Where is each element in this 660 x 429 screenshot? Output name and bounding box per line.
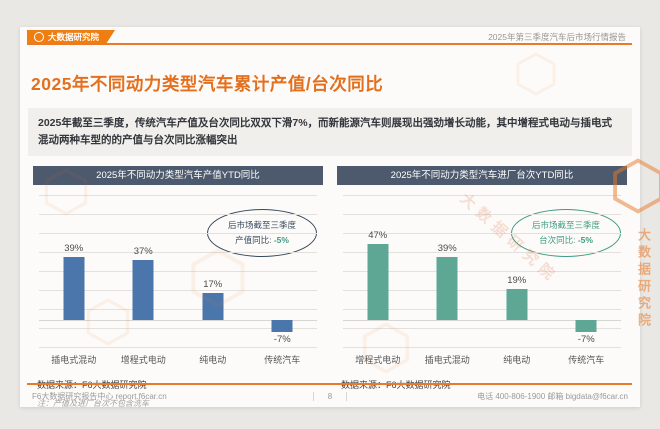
plot-area: 后市场截至三季度 台次同比: -5% 47% 39% 19% -7% xyxy=(343,194,621,348)
gridline xyxy=(39,308,317,310)
chart-title: 2025年不同动力类型汽车产值YTD同比 xyxy=(33,165,323,185)
page-title: 2025年不同动力类型汽车累计产值/台次同比 xyxy=(31,74,384,94)
annotation-value: -5% xyxy=(273,235,289,246)
annotation-line1: 后市场截至三季度 xyxy=(227,220,296,231)
page-number: 8 xyxy=(312,392,348,401)
gridline xyxy=(39,194,317,196)
category-label: 纯电动 xyxy=(503,354,531,365)
gridline xyxy=(39,232,317,234)
gridline xyxy=(343,232,621,234)
category-axis: 插电式混动 增程式电动 纯电动 传统汽车 xyxy=(39,353,317,366)
gridline xyxy=(343,194,621,196)
chart-panel-workshop-visits: 2025年不同动力类型汽车进厂台次YTD同比 后市场截至三季度 台次同比: -5… xyxy=(337,165,627,409)
footer-contact: 电话 400-806-1900 邮箱 bigdata@f6car.cn xyxy=(477,392,629,401)
plot-area: 后市场截至三季度 产值同比: -5% 39% 37% 17% -7% xyxy=(39,194,317,348)
slide-header: 大数据研究院 2025年第三季度汽车后市场行情报告 xyxy=(20,27,640,45)
category-label: 传统汽车 xyxy=(264,354,301,365)
gridline xyxy=(39,346,317,348)
value-label: 39% xyxy=(437,242,457,254)
chart-panel-production-value: 2025年不同动力类型汽车产值YTD同比 后市场截至三季度 产值同比: -5% … xyxy=(33,165,323,409)
bar-传统汽车 xyxy=(575,320,597,332)
slide-card: 大数据研究院 2025年第三季度汽车后市场行情报告 2025年不同动力类型汽车累… xyxy=(20,27,640,409)
gridline xyxy=(39,289,317,291)
value-label: 17% xyxy=(203,278,223,290)
footer-publisher: F6大数据研究报告中心 report.f6car.cn xyxy=(32,392,167,401)
category-label: 插电式混动 xyxy=(424,354,470,365)
value-label: -7% xyxy=(273,333,291,345)
gridline xyxy=(39,270,317,272)
bar-纯电动 xyxy=(202,292,224,321)
chart-title: 2025年不同动力类型汽车进厂台次YTD同比 xyxy=(337,165,627,185)
value-label: 39% xyxy=(64,242,84,254)
category-label: 增程式电动 xyxy=(355,354,401,365)
brand-name: 大数据研究院 xyxy=(48,32,100,42)
value-label: 47% xyxy=(368,229,388,241)
gridline xyxy=(343,213,621,215)
category-label: 传统汽车 xyxy=(568,354,605,365)
gridline xyxy=(343,270,621,272)
value-label: 19% xyxy=(507,275,527,287)
zero-axis-line xyxy=(343,320,621,322)
annotation-line2: 台次同比: -5% xyxy=(539,234,593,246)
annotation-line1: 后市场截至三季度 xyxy=(531,220,600,231)
bar-插电式混动 xyxy=(63,256,85,321)
gridline xyxy=(343,308,621,310)
report-name: 2025年第三季度汽车后市场行情报告 xyxy=(488,32,626,42)
category-label: 纯电动 xyxy=(199,354,227,365)
footnote: 注：产值及进厂台次不包含洗车 xyxy=(37,398,149,408)
value-label: 37% xyxy=(133,245,153,257)
category-axis: 增程式电动 插电式混动 纯电动 传统汽车 xyxy=(343,353,621,366)
charts-row: 2025年不同动力类型汽车产值YTD同比 后市场截至三季度 产值同比: -5% … xyxy=(33,165,627,409)
bar-增程式电动 xyxy=(132,259,154,321)
annotation-line2: 产值同比: -5% xyxy=(235,234,289,246)
gridline xyxy=(343,346,621,348)
annotation-label: 台次同比: xyxy=(539,235,576,246)
gridline xyxy=(39,213,317,215)
brand-logo-icon xyxy=(34,32,44,42)
zero-axis-line xyxy=(39,320,317,322)
gridline xyxy=(343,251,621,253)
summary-text: 2025年截至三季度，传统汽车产值及台次同比双双下滑7%，而新能源汽车则展现出强… xyxy=(28,108,632,156)
gridline xyxy=(343,327,621,329)
brand-logo: 大数据研究院 xyxy=(27,30,115,44)
header-divider xyxy=(27,43,632,45)
footer-divider xyxy=(27,383,632,385)
bar-传统汽车 xyxy=(271,320,293,332)
value-label: -7% xyxy=(577,333,595,345)
bar-插电式混动 xyxy=(436,256,458,321)
bar-增程式电动 xyxy=(367,243,389,321)
category-label: 插电式混动 xyxy=(51,354,97,365)
gridline xyxy=(343,289,621,291)
gridline xyxy=(39,251,317,253)
category-label: 增程式电动 xyxy=(120,354,166,365)
annotation-value: -5% xyxy=(577,235,593,246)
slide-footer: F6大数据研究报告中心 report.f6car.cn 8 电话 400-806… xyxy=(32,391,628,402)
bar-纯电动 xyxy=(506,289,528,321)
gridline xyxy=(39,327,317,329)
annotation-label: 产值同比: xyxy=(235,235,272,246)
